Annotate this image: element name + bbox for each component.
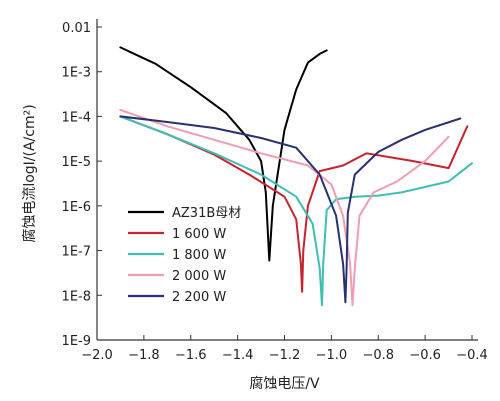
x-tick-label: −1.8 [128,348,160,363]
x-tick-label: −0.4 [456,348,488,363]
y-tick-label: 0.01 [62,21,91,36]
legend-label-3: 1 800 W [172,248,226,263]
y-tick-label: 1E-5 [62,155,91,170]
y-tick-label: 1E-8 [62,289,91,304]
y-tick-label: 1E-4 [62,110,91,125]
series-line-5 [119,115,462,304]
tick-group: −2.0 −1.8 −1.6 −1.4 −1.2 −1.0 −0.8 −0.6 −0.4 1E-9… [62,21,488,363]
legend-label-1: AZ31B母材 [172,206,241,221]
legend-label-2: 1 600 W [172,227,226,242]
y-tick-label: 1E-9 [62,334,91,349]
x-tick-label: −1.4 [222,348,254,363]
legend-label-5: 2 200 W [172,290,226,305]
x-tick-label: −2.0 [81,348,113,363]
y-axis-label: 腐蚀电流logI/(A/cm²) [21,104,38,242]
y-tick-label: 1E-7 [62,245,91,260]
x-axis-label: 腐蚀电压/V [249,375,320,392]
y-tick-label: 1E-6 [62,200,91,215]
y-tick-label: 1E-3 [62,66,91,81]
axes [96,19,478,341]
x-tick-label: −1.2 [269,348,301,363]
series-line-2 [119,115,469,293]
series-line-3 [119,115,473,307]
series-group [119,46,473,307]
legend: AZ31B母材 1 600 W 1 800 W 2 000 W 2 200 W [128,206,241,305]
x-tick-label: −0.6 [409,348,441,363]
legend-label-4: 2 000 W [172,269,226,284]
x-tick-label: −1.6 [175,348,207,363]
series-line-4 [119,108,450,307]
series-line-1 [119,46,328,262]
x-tick-label: −0.8 [362,348,394,363]
x-tick-label: −1.0 [316,348,348,363]
